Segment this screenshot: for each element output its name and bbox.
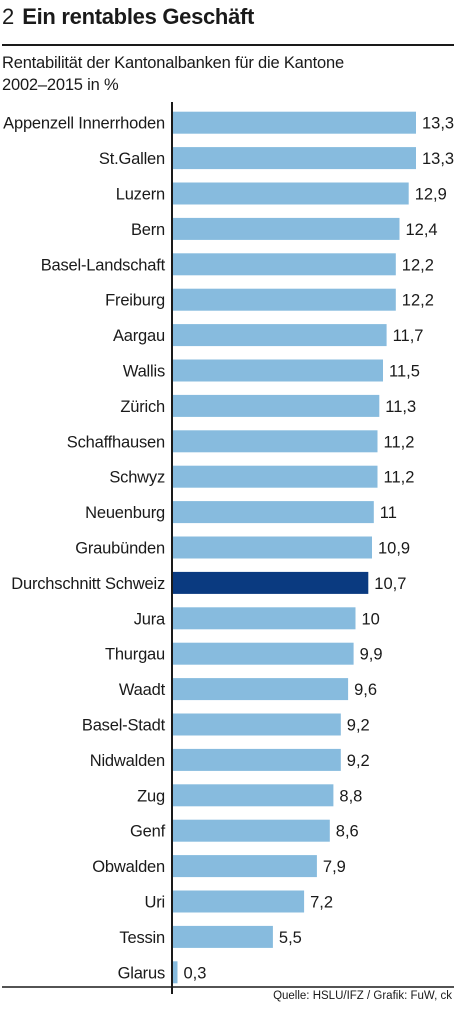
chart-subtitle: Rentabilität der Kantonalbanken für die …: [2, 52, 454, 96]
value-label: 7,9: [323, 858, 346, 876]
bar: [172, 890, 305, 913]
value-label: 11,3: [385, 398, 416, 416]
value-label: 10,9: [378, 540, 410, 558]
bar: [172, 713, 341, 736]
subtitle-line-1: Rentabilität der Kantonalbanken für die …: [2, 54, 344, 72]
bar: [172, 111, 416, 134]
value-label: 0,3: [184, 964, 207, 982]
value-label: 11: [380, 504, 397, 522]
bar: [172, 961, 178, 984]
bar: [172, 182, 409, 205]
bar: [172, 430, 378, 453]
category-label: Schaffhausen: [67, 433, 165, 451]
category-label: Zürich: [120, 398, 165, 416]
bar: [172, 465, 378, 488]
value-label: 8,6: [336, 823, 359, 841]
category-label: Aargau: [113, 327, 165, 345]
category-label: Thurgau: [105, 646, 165, 664]
bar: [172, 855, 317, 878]
bar: [172, 359, 383, 382]
bar: [172, 784, 334, 807]
value-label: 11,5: [389, 363, 420, 381]
category-label: Neuenburg: [85, 504, 165, 522]
figure-number: 2: [2, 4, 15, 29]
value-label: 11,2: [384, 433, 415, 451]
category-label: Basel-Stadt: [82, 717, 166, 735]
category-label: Waadt: [119, 681, 166, 699]
value-label: 10: [362, 610, 380, 628]
value-label: 9,9: [360, 646, 383, 664]
title-row: 2 Ein rentables Geschäft: [2, 4, 454, 40]
bar: [172, 288, 396, 311]
category-label: Luzern: [116, 186, 165, 204]
value-label: 12,9: [415, 186, 447, 204]
category-label: Basel-Landschaft: [41, 256, 166, 274]
category-label: Obwalden: [92, 858, 165, 876]
bar: [172, 147, 416, 170]
bar: [172, 501, 374, 524]
bar: [172, 571, 369, 594]
value-label: 12,2: [402, 292, 434, 310]
bar: [172, 748, 341, 771]
value-label: 11,7: [393, 327, 424, 345]
bar: [172, 253, 396, 276]
value-label: 13,3: [422, 150, 454, 168]
category-label: Genf: [130, 823, 166, 841]
title-rule: [2, 44, 454, 46]
category-label: Nidwalden: [90, 752, 165, 770]
value-label: 7,2: [310, 894, 333, 912]
value-label: 9,2: [347, 717, 370, 735]
subtitle-line-2: 2002–2015 in %: [2, 76, 119, 94]
bar: [172, 536, 372, 559]
value-label: 8,8: [339, 787, 362, 805]
category-label: Jura: [134, 610, 166, 628]
bar: [172, 324, 387, 347]
value-label: 12,2: [402, 256, 434, 274]
bar: [172, 607, 356, 630]
category-label: Appenzell Innerrhoden: [3, 115, 165, 133]
category-label: Uri: [145, 894, 165, 912]
bar: [172, 925, 273, 948]
bar: [172, 819, 330, 842]
value-label: 11,2: [384, 469, 415, 487]
category-label: Wallis: [123, 363, 165, 381]
value-label: 5,5: [279, 929, 302, 947]
value-label: 13,3: [422, 115, 454, 133]
category-label: Durchschnitt Schweiz: [11, 575, 165, 593]
value-label: 10,7: [374, 575, 406, 593]
category-label: Schwyz: [109, 469, 165, 487]
bar: [172, 217, 400, 240]
chart-title: Ein rentables Geschäft: [22, 4, 255, 29]
value-label: 12,4: [406, 221, 438, 239]
category-label: Graubünden: [75, 540, 165, 558]
category-label: Glarus: [118, 964, 165, 982]
value-label: 9,2: [347, 752, 370, 770]
bar: [172, 642, 354, 665]
category-label: Bern: [131, 221, 165, 239]
category-label: Tessin: [119, 929, 165, 947]
category-label: St.Gallen: [99, 150, 165, 168]
value-label: 9,6: [354, 681, 377, 699]
category-label: Freiburg: [105, 292, 165, 310]
bar: [172, 678, 349, 701]
source-note: Quelle: HSLU/IFZ / Grafik: FuW, ck: [273, 990, 452, 1002]
chart-header: 2 Ein rentables Geschäft Rentabilität de…: [2, 4, 454, 94]
category-label: Zug: [137, 787, 165, 805]
bar: [172, 394, 380, 417]
